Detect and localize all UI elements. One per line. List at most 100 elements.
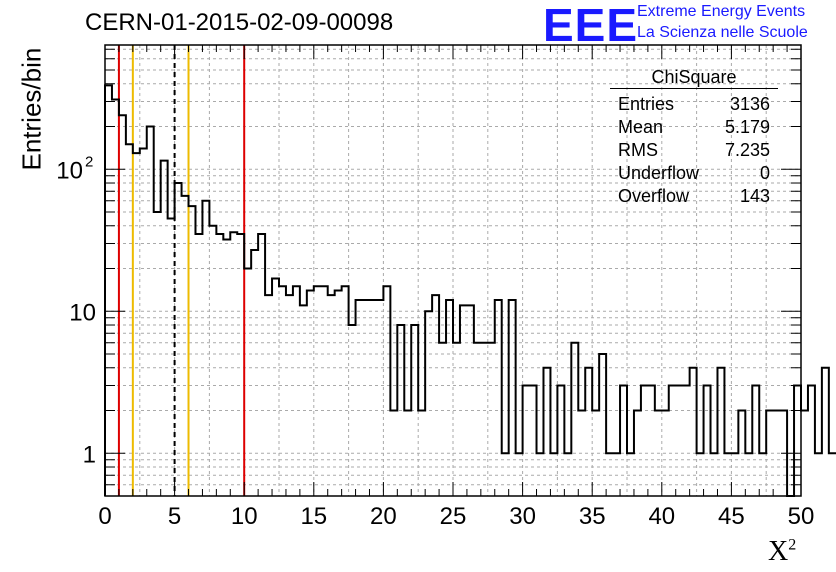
histogram-bin bbox=[523, 386, 530, 496]
x-tick-label: 30 bbox=[509, 503, 536, 530]
histogram-bin bbox=[509, 300, 516, 496]
histogram-bin bbox=[815, 453, 822, 496]
histogram-bin bbox=[704, 386, 711, 496]
histogram-bin bbox=[752, 386, 759, 496]
histogram-bin bbox=[230, 232, 237, 496]
histogram-bin bbox=[655, 411, 662, 496]
y-tick-label: 10 bbox=[56, 157, 83, 184]
histogram-bin bbox=[307, 291, 314, 496]
histogram-bin bbox=[195, 234, 202, 496]
histogram-bin bbox=[321, 286, 328, 496]
histogram-bin bbox=[711, 453, 718, 496]
histogram-bin bbox=[133, 153, 140, 496]
logo-line-1: Extreme Energy Events bbox=[637, 3, 806, 20]
histogram-bin bbox=[460, 305, 467, 496]
histogram-bin bbox=[571, 343, 578, 496]
x-tick-label: 35 bbox=[579, 503, 606, 530]
histogram-bin bbox=[578, 411, 585, 496]
histogram-bin bbox=[564, 453, 571, 496]
histogram-bin bbox=[251, 250, 258, 496]
x-tick-label: 10 bbox=[231, 503, 258, 530]
stats-value: 5.179 bbox=[724, 117, 770, 137]
histogram-bin bbox=[119, 115, 126, 496]
eee-logo: EEE bbox=[543, 0, 639, 51]
histogram-bin bbox=[488, 343, 495, 496]
histogram-bin bbox=[105, 85, 112, 496]
histogram-bin bbox=[369, 300, 376, 496]
y-axis-label: Entries/bin bbox=[16, 47, 47, 171]
histogram-bin bbox=[272, 279, 279, 496]
histogram-bin bbox=[328, 295, 335, 496]
histogram-bin bbox=[641, 386, 648, 496]
stats-value: 143 bbox=[739, 186, 770, 206]
histogram-bin bbox=[467, 305, 474, 496]
histogram-bin bbox=[627, 453, 634, 496]
stats-label: Overflow bbox=[618, 186, 690, 206]
histogram-bin bbox=[516, 453, 523, 496]
histogram-bin bbox=[690, 368, 697, 496]
histogram-bin bbox=[265, 295, 272, 496]
x-tick-label: 20 bbox=[370, 503, 397, 530]
histogram-bin bbox=[439, 343, 446, 496]
histogram-bin bbox=[244, 269, 251, 496]
histogram-bin bbox=[293, 286, 300, 496]
histogram-bin bbox=[342, 286, 349, 496]
histogram-bin bbox=[286, 295, 293, 496]
histogram-bin bbox=[182, 196, 189, 496]
histogram-bin bbox=[453, 343, 460, 496]
histogram-bin bbox=[648, 386, 655, 496]
histogram-bin bbox=[175, 183, 182, 496]
histogram-bin bbox=[738, 411, 745, 496]
stats-row-underflow: Underflow 0 bbox=[610, 162, 778, 185]
histogram-bin bbox=[446, 300, 453, 496]
stats-value: 0 bbox=[759, 163, 770, 183]
histogram-bin bbox=[237, 234, 244, 496]
chart-title: CERN-01-2015-02-09-00098 bbox=[85, 9, 394, 36]
x-tick-label: 5 bbox=[168, 503, 181, 530]
stats-value: 3136 bbox=[729, 94, 770, 114]
histogram-bin bbox=[112, 99, 119, 496]
histogram-bin bbox=[676, 386, 683, 496]
histogram-bin bbox=[717, 368, 724, 496]
histogram-bin bbox=[502, 453, 509, 496]
histogram-bin bbox=[550, 453, 557, 496]
stats-row-overflow: Overflow 143 bbox=[610, 185, 778, 208]
histogram-bin bbox=[829, 453, 836, 496]
histogram-bin bbox=[154, 212, 161, 496]
histogram-bin bbox=[279, 286, 286, 496]
y-tick-label: 1 bbox=[83, 441, 96, 468]
histogram-bin bbox=[773, 411, 780, 496]
histogram-bin bbox=[314, 286, 321, 496]
x-tick-label: 50 bbox=[788, 503, 815, 530]
histogram-bin bbox=[822, 368, 829, 496]
histogram-bin bbox=[620, 386, 627, 496]
x-axis-label: X2 bbox=[768, 536, 796, 568]
stats-box: ChiSquare Entries 3136 Mean 5.179 RMS 7.235… bbox=[610, 66, 778, 208]
stats-row-rms: RMS 7.235 bbox=[610, 139, 778, 162]
histogram-bin bbox=[223, 240, 230, 496]
histogram-bin bbox=[766, 411, 773, 496]
histogram-bin bbox=[794, 386, 801, 496]
x-tick-label: 0 bbox=[98, 503, 111, 530]
histogram-bin bbox=[606, 453, 613, 496]
stats-title: ChiSquare bbox=[610, 66, 778, 89]
histogram-bin bbox=[404, 411, 411, 496]
stats-value: 7.235 bbox=[724, 140, 770, 160]
x-tick-label: 45 bbox=[718, 503, 745, 530]
histogram-bin bbox=[543, 368, 550, 496]
histogram-bin bbox=[349, 325, 356, 496]
x-axis-label-sup: 2 bbox=[788, 536, 797, 554]
histogram-bin bbox=[669, 386, 676, 496]
histogram-bin bbox=[530, 386, 537, 496]
histogram-bin bbox=[376, 300, 383, 496]
stats-label: Underflow bbox=[618, 163, 700, 183]
histogram-bin bbox=[140, 149, 147, 496]
histogram-bin bbox=[697, 453, 704, 496]
stats-label: Entries bbox=[618, 94, 675, 114]
histogram-bin bbox=[168, 219, 175, 496]
histogram-bin bbox=[335, 291, 342, 496]
histogram-bin bbox=[759, 453, 766, 496]
logo-line-2: La Scienza nelle Scuole bbox=[637, 24, 808, 41]
histogram-bin bbox=[585, 368, 592, 496]
